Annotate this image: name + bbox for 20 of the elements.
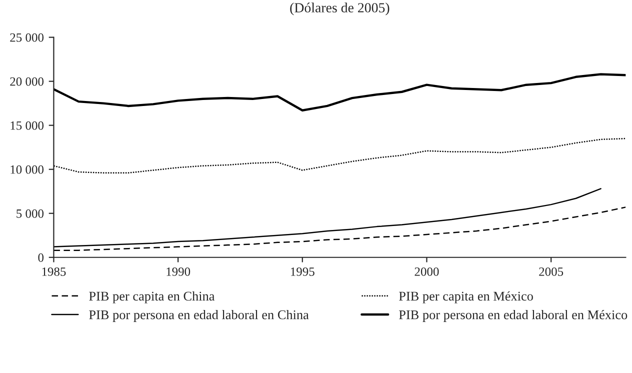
chart-title: (Dólares de 2005) <box>290 2 390 16</box>
line-series <box>54 188 602 248</box>
legend-label: PIB per capita en China <box>89 291 215 304</box>
legend-label: PIB per capita en México <box>399 291 533 304</box>
line-series <box>54 206 626 251</box>
y-tick-label: 20 000 <box>10 77 44 86</box>
x-tick-label: 1995 <box>291 267 314 276</box>
y-tick-label: 15 000 <box>10 121 44 130</box>
x-tick-label: 1990 <box>166 267 190 276</box>
line-series <box>54 73 626 112</box>
y-tick-label: 0 <box>38 253 44 262</box>
x-tick-label: 1985 <box>42 267 66 276</box>
y-tick-label: 10 000 <box>10 165 44 174</box>
line-series <box>54 138 626 174</box>
x-tick-label: 2000 <box>414 267 439 276</box>
y-tick-label: 5 000 <box>16 209 44 218</box>
legend-label: PIB por persona en edad laboral en México <box>399 310 628 322</box>
x-tick-label: 2005 <box>539 267 564 276</box>
y-tick-label: 25 000 <box>10 33 44 42</box>
legend-label: PIB por persona en edad laboral en China <box>89 310 309 322</box>
